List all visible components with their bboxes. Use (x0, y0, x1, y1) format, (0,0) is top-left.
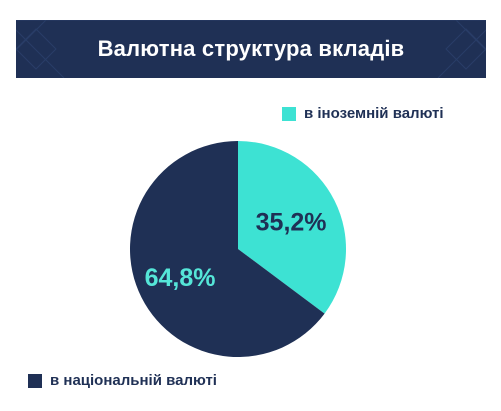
legend-label-foreign: в іноземній валюті (304, 105, 444, 122)
legend-label-national: в національній валюті (50, 372, 217, 389)
chart-header: Валютна структура вкладів (16, 20, 486, 78)
legend-swatch-foreign (282, 106, 296, 121)
pie-label-national: 64,8% (145, 264, 216, 292)
legend-swatch-national (28, 373, 42, 388)
pie-label-foreign: 35,2% (256, 208, 327, 236)
pie-slice-foreign (238, 141, 346, 314)
legend-item-national: в національній валюті (28, 372, 217, 389)
chart-title: Валютна структура вкладів (97, 36, 405, 61)
legend-item-foreign: в іноземній валюті (282, 105, 444, 122)
pie-slice-national (129, 141, 325, 358)
header-decorative-pattern (16, 20, 486, 78)
